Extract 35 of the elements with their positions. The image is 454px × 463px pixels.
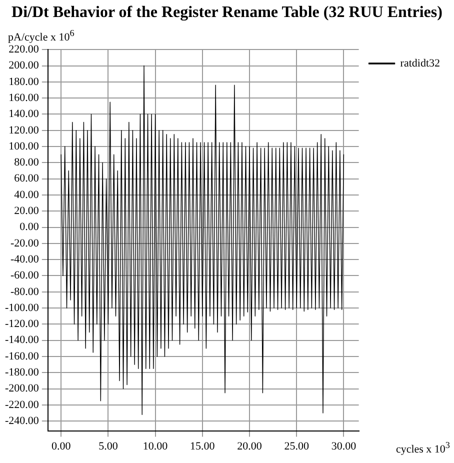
y-tick-label: -140.00: [4, 334, 40, 346]
y-tick-label: 120.00: [8, 124, 40, 136]
x-tick-label: 10.00: [142, 440, 168, 452]
x-tick-label: 20.00: [237, 440, 262, 452]
y-tick-label: -80.00: [10, 286, 40, 298]
chart-title: Di/Dt Behavior of the Register Rename Table (32 RUU Entries): [10, 4, 444, 22]
x-tick-label: 5.00: [98, 440, 118, 452]
x-tick-label: 0.00: [51, 440, 72, 452]
x-tick-label: 25.00: [284, 440, 310, 452]
x-axis-title: cycles x 10$^{3}$: [396, 440, 450, 456]
y-tick-label: 100.00: [8, 140, 40, 152]
y-tick-label: -200.00: [4, 382, 40, 395]
y-tick-label: -120.00: [4, 318, 40, 330]
y-tick-label: 20.00: [14, 205, 40, 218]
y-axis-title: pA/cycle x 10$^{6}$: [8, 28, 74, 44]
y-tick-label: -220.00: [4, 398, 40, 411]
y-tick-label: 140.00: [8, 108, 40, 120]
x-tick-label: 15.00: [190, 440, 216, 452]
y-tick-label: 80.00: [14, 156, 40, 169]
y-tick-label: -40.00: [10, 253, 40, 266]
y-tick-label: 60.00: [14, 172, 40, 185]
y-tick-label: 0.00: [20, 221, 40, 234]
y-tick-label: -240.00: [4, 415, 40, 427]
y-tick-label: -180.00: [4, 366, 40, 379]
legend-label: ratdidt32: [400, 57, 440, 70]
y-tick-label: 40.00: [14, 188, 40, 201]
y-tick-label: 220.00: [8, 43, 40, 56]
y-tick-label: 160.00: [8, 92, 40, 104]
y-tick-label: 180.00: [8, 76, 40, 88]
y-tick-label: -20.00: [10, 237, 40, 250]
y-tick-label: -100.00: [4, 302, 40, 314]
y-tick-label: -60.00: [10, 270, 40, 282]
y-tick-label: 200.00: [8, 60, 40, 72]
y-tick-label: -160.00: [4, 350, 40, 362]
x-tick-label: 30.00: [331, 440, 357, 452]
